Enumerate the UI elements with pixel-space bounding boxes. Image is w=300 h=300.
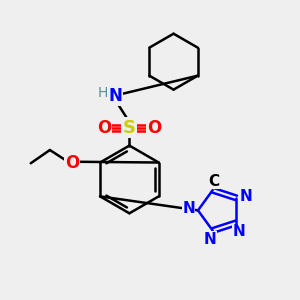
Text: S: S (123, 119, 136, 137)
Text: C: C (208, 174, 219, 189)
Text: O: O (97, 119, 112, 137)
Text: O: O (65, 154, 79, 172)
Text: N: N (232, 224, 245, 239)
Text: N: N (204, 232, 217, 247)
Text: H: H (98, 86, 108, 100)
Text: N: N (239, 189, 252, 204)
Text: N: N (108, 86, 122, 104)
Text: O: O (147, 119, 161, 137)
Text: N: N (182, 201, 195, 216)
